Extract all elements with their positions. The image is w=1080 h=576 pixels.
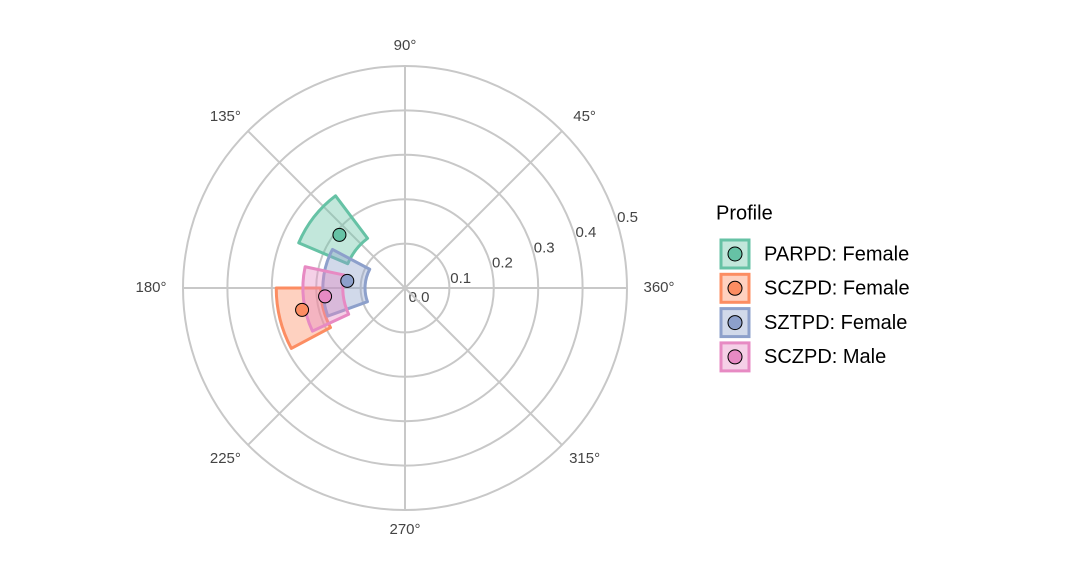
- angle-tick-label: 225°: [210, 450, 241, 467]
- profile-point: [295, 302, 310, 317]
- angle-tick-label: 360°: [643, 279, 674, 296]
- legend-key-point: [727, 246, 743, 262]
- angle-tick-label: 270°: [389, 521, 420, 538]
- legend: Profile PARPD: Female SCZPD: Female SZTPD:…: [716, 202, 910, 373]
- r-tick-label: 0.4: [575, 224, 596, 241]
- grid-spoke: [404, 130, 563, 289]
- legend-title: Profile: [716, 202, 773, 224]
- angle-tick-label: 135°: [210, 108, 241, 125]
- profile-point: [332, 227, 347, 242]
- profile-point: [318, 289, 333, 304]
- legend-key-point: [727, 315, 743, 331]
- legend-label: SZTPD: Female: [764, 312, 907, 334]
- profile-point: [340, 273, 355, 288]
- legend-key-point: [727, 349, 743, 365]
- grid-spoke: [247, 130, 406, 289]
- angle-tick-label: 45°: [573, 108, 596, 125]
- r-tick-label: 0.1: [450, 270, 471, 287]
- ci-wedge: [297, 194, 370, 266]
- r-tick-label: 0.0: [409, 289, 430, 306]
- grid-spoke: [247, 287, 406, 446]
- r-tick-label: 0.2: [492, 255, 513, 272]
- legend-label: PARPD: Female: [764, 243, 909, 265]
- legend-key-point: [727, 280, 743, 296]
- grid-spoke: [404, 287, 563, 446]
- legend-key: [719, 238, 751, 270]
- legend-label: SCZPD: Female: [764, 278, 910, 300]
- angle-tick-label: 315°: [569, 450, 600, 467]
- legend-label: SCZPD: Male: [764, 346, 886, 368]
- angle-tick-label: 180°: [135, 279, 166, 296]
- r-tick-label: 0.5: [617, 209, 638, 226]
- angle-tick-label: 90°: [394, 37, 417, 54]
- r-tick-label: 0.3: [534, 239, 555, 256]
